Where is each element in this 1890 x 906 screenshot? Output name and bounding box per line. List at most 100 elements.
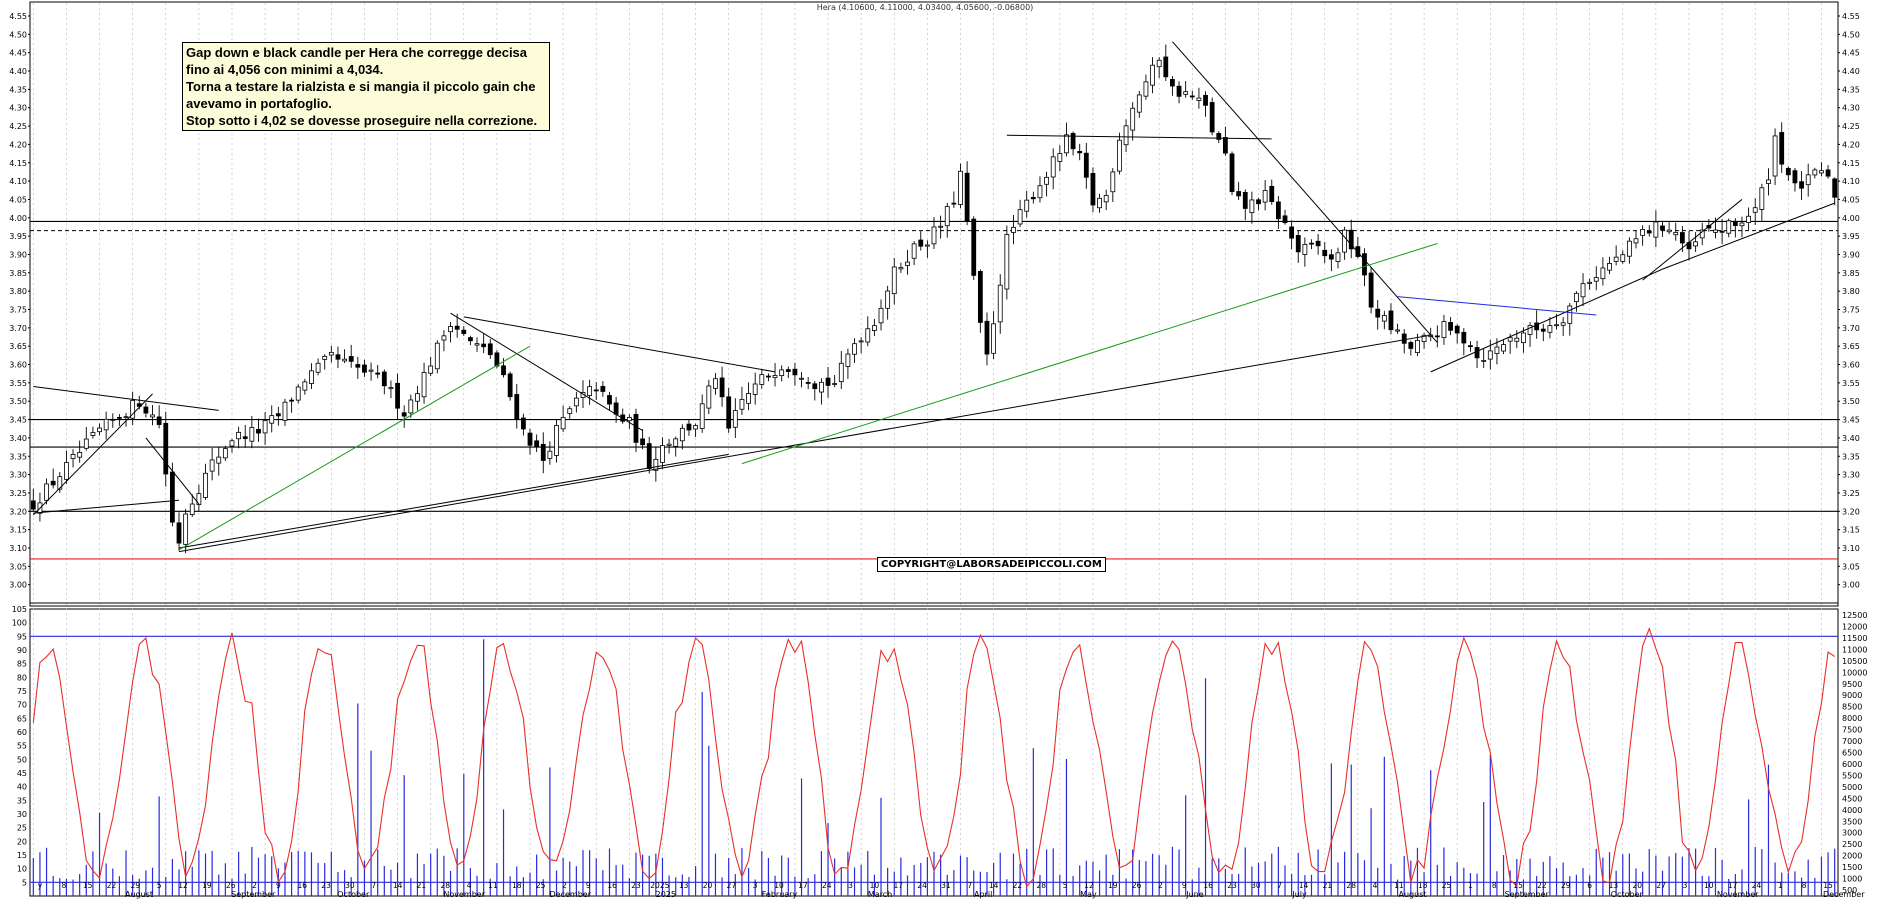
- candle-body: [713, 378, 718, 389]
- candle-body: [1401, 333, 1407, 344]
- candle-body: [1646, 230, 1652, 234]
- candle-body: [984, 320, 990, 355]
- candle-body: [1779, 132, 1785, 165]
- candle-body: [83, 438, 89, 449]
- candle-body: [322, 355, 328, 360]
- y-tick-label-left: 3.15: [9, 526, 27, 535]
- x-tick-label-month: May: [1080, 890, 1097, 899]
- y-tick-label-right: 4.05: [1842, 195, 1860, 204]
- candle-body: [90, 432, 96, 436]
- candle-body: [931, 226, 937, 245]
- candle-body: [494, 352, 500, 367]
- candle-body: [368, 369, 374, 372]
- x-tick-label-day: 4: [467, 881, 472, 890]
- candle-body: [1600, 267, 1606, 280]
- trendline: [1006, 134, 1272, 140]
- candle-body: [640, 438, 646, 446]
- candle-body: [441, 335, 447, 341]
- candle-body: [964, 172, 970, 222]
- candle-body: [600, 385, 606, 392]
- candle-body: [1375, 308, 1381, 318]
- candle-body: [1242, 191, 1248, 209]
- candle-body: [1693, 241, 1699, 247]
- x-tick-label-day: 2025: [650, 881, 669, 890]
- candle-body: [249, 427, 255, 442]
- ticker-text: Hera (4.10600, 4.11000, 4.03400, 4.05600…: [816, 3, 1034, 12]
- candle-body: [1633, 238, 1639, 244]
- analysis-note: Gap down e black candle per Hera che cor…: [182, 42, 550, 131]
- candle-body: [1461, 331, 1467, 344]
- candle-body: [335, 354, 341, 360]
- candle-body: [1117, 139, 1122, 172]
- candle-body: [1156, 59, 1162, 68]
- candle-body: [1143, 81, 1149, 97]
- x-tick-label-day: 25: [536, 881, 546, 890]
- candle-body: [520, 417, 526, 430]
- trendline: [32, 393, 153, 516]
- candle-body: [97, 427, 102, 433]
- osc-tick-label: 65: [17, 714, 27, 723]
- candle-body: [50, 480, 56, 486]
- candle-body: [1487, 350, 1493, 360]
- candle-body: [878, 307, 884, 324]
- candle-body: [573, 397, 579, 407]
- x-tick-label-day: 14: [393, 881, 403, 890]
- candle-body: [1222, 137, 1228, 154]
- y-tick-label-right: 3.45: [1842, 416, 1860, 425]
- candle-body: [832, 383, 838, 385]
- osc-tick-label: 55: [17, 742, 27, 751]
- volume-tick-label: 7000: [1842, 737, 1862, 746]
- candle-body: [1289, 226, 1295, 239]
- candle-body: [64, 462, 69, 480]
- candle-body: [1388, 310, 1394, 331]
- x-tick-label-month: February: [762, 890, 798, 899]
- x-tick-label-day: 11: [1394, 881, 1404, 890]
- candle-body: [726, 396, 732, 429]
- candle-body: [1772, 135, 1778, 177]
- candle-body: [977, 271, 983, 323]
- x-tick-label-day: 13: [1609, 881, 1619, 890]
- candle-body: [1183, 91, 1189, 95]
- candle-body: [454, 325, 460, 330]
- y-tick-label-right: 3.15: [1842, 526, 1860, 535]
- candle-body: [1335, 252, 1341, 262]
- trendline: [178, 453, 729, 549]
- candle-body: [1732, 221, 1738, 227]
- osc-tick-label: 20: [17, 837, 27, 846]
- candle-body: [1309, 242, 1314, 245]
- candle-body: [1381, 315, 1387, 322]
- candle-body: [1342, 229, 1348, 253]
- candle-body: [852, 343, 857, 355]
- candle-body: [156, 416, 162, 425]
- candle-body: [1196, 97, 1202, 101]
- candle-body: [1812, 169, 1818, 176]
- volume-tick-label: 10500: [1842, 657, 1867, 666]
- x-tick-label-day: 11: [488, 881, 498, 890]
- candle-body: [838, 362, 844, 382]
- candle-body: [1673, 232, 1679, 236]
- candle-body: [189, 503, 195, 515]
- volume-tick-label: 4000: [1842, 806, 1862, 815]
- candle-body: [1064, 134, 1069, 154]
- y-tick-label-right: 3.55: [1842, 379, 1860, 388]
- y-tick-label-right: 3.85: [1842, 269, 1860, 278]
- x-tick-label-day: 20: [703, 881, 713, 890]
- y-tick-label-left: 4.55: [9, 12, 27, 21]
- candle-body: [57, 476, 63, 490]
- trendline: [450, 312, 643, 431]
- candle-body: [1501, 344, 1506, 352]
- x-tick-label-day: 17: [1728, 881, 1738, 890]
- y-tick-label-left: 3.40: [9, 434, 27, 443]
- note-line: fino ai 4,056 con minimi a 4,034.: [186, 62, 384, 77]
- candle-body: [759, 374, 765, 385]
- candle-body: [1269, 185, 1275, 203]
- trendline: [1397, 296, 1597, 316]
- y-tick-label-left: 3.75: [9, 306, 27, 315]
- y-tick-label-left: 4.40: [9, 67, 27, 76]
- candle-body: [1752, 207, 1758, 213]
- candle-body: [1653, 221, 1659, 238]
- candle-body: [1249, 199, 1255, 214]
- volume-tick-label: 1000: [1842, 875, 1862, 884]
- osc-tick-label: 105: [12, 605, 27, 614]
- candle-body: [1454, 325, 1460, 334]
